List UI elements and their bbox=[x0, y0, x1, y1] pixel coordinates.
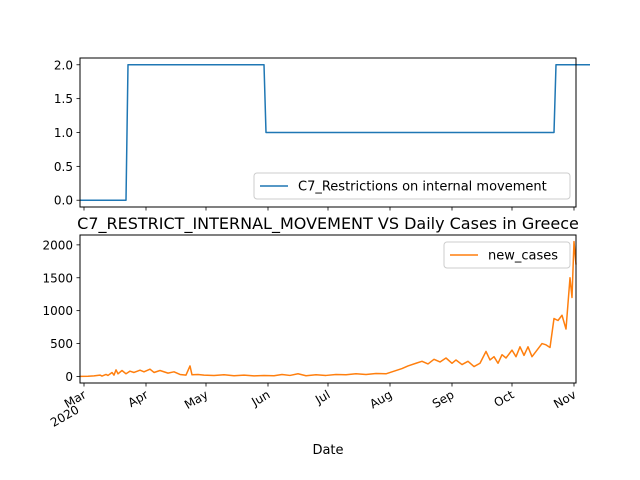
y-tick-label: 2.0 bbox=[54, 58, 73, 72]
series-line-new-cases bbox=[79, 240, 577, 378]
restrictions-subplot: 0.0 0.5 1.0 1.5 2.0 C7_Restrictions on inter… bbox=[54, 57, 590, 211]
cases-legend-label: new_cases bbox=[488, 249, 558, 264]
y-tick-label: 1000 bbox=[42, 304, 73, 318]
y-tick-label: 0.0 bbox=[54, 194, 73, 208]
cases-legend-box bbox=[443, 241, 571, 269]
restrictions-legend-label: C7_Restrictions on internal movement bbox=[298, 180, 547, 195]
y-tick-label: 1.0 bbox=[54, 126, 73, 140]
restrictions-legend: C7_Restrictions on internal movement bbox=[253, 172, 571, 200]
y-tick-label: 0.5 bbox=[54, 160, 73, 174]
restrictions-legend-box bbox=[253, 172, 571, 200]
cases-chart-title: C7_RESTRICT_INTERNAL_MOVEMENT VS Daily C… bbox=[77, 214, 579, 234]
cases-x-axis-label: Date bbox=[312, 443, 343, 458]
series-line-c7-restrictions-on-internal-movement bbox=[80, 64, 590, 201]
restrictions-y-ticks: 0.0 0.5 1.0 1.5 2.0 bbox=[54, 58, 80, 208]
cases-y-ticks: 0 500 1000 1500 2000 bbox=[42, 238, 80, 384]
cases-legend: new_cases bbox=[443, 241, 571, 269]
y-tick-label: 0 bbox=[65, 370, 73, 384]
y-tick-label: 1500 bbox=[42, 271, 73, 285]
y-tick-label: 500 bbox=[50, 337, 73, 351]
y-tick-label: 2000 bbox=[42, 238, 73, 252]
restrictions-series-group bbox=[80, 64, 590, 201]
cases-axes-frame bbox=[79, 234, 577, 384]
cases-series-group bbox=[79, 240, 577, 378]
y-tick-label: 1.5 bbox=[54, 92, 73, 106]
restrictions-x-ticks bbox=[83, 207, 575, 211]
restrictions-axes-frame bbox=[79, 57, 577, 208]
x-tick-label: Jul bbox=[312, 387, 332, 407]
